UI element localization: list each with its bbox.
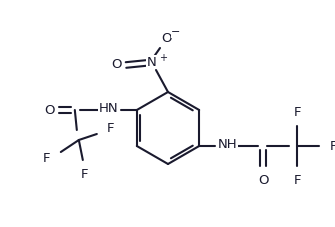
Text: O: O xyxy=(111,57,121,71)
Text: O: O xyxy=(45,104,55,116)
Text: O: O xyxy=(258,173,268,187)
Text: F: F xyxy=(293,173,301,187)
Text: F: F xyxy=(329,140,335,153)
Text: F: F xyxy=(43,151,51,165)
Text: F: F xyxy=(81,168,88,180)
Text: N: N xyxy=(147,55,157,69)
Text: F: F xyxy=(293,106,301,118)
Text: O: O xyxy=(161,32,171,44)
Text: F: F xyxy=(107,121,115,135)
Text: HN: HN xyxy=(99,103,119,116)
Text: −: − xyxy=(171,27,181,37)
Text: +: + xyxy=(159,53,167,63)
Text: NH: NH xyxy=(217,138,237,151)
